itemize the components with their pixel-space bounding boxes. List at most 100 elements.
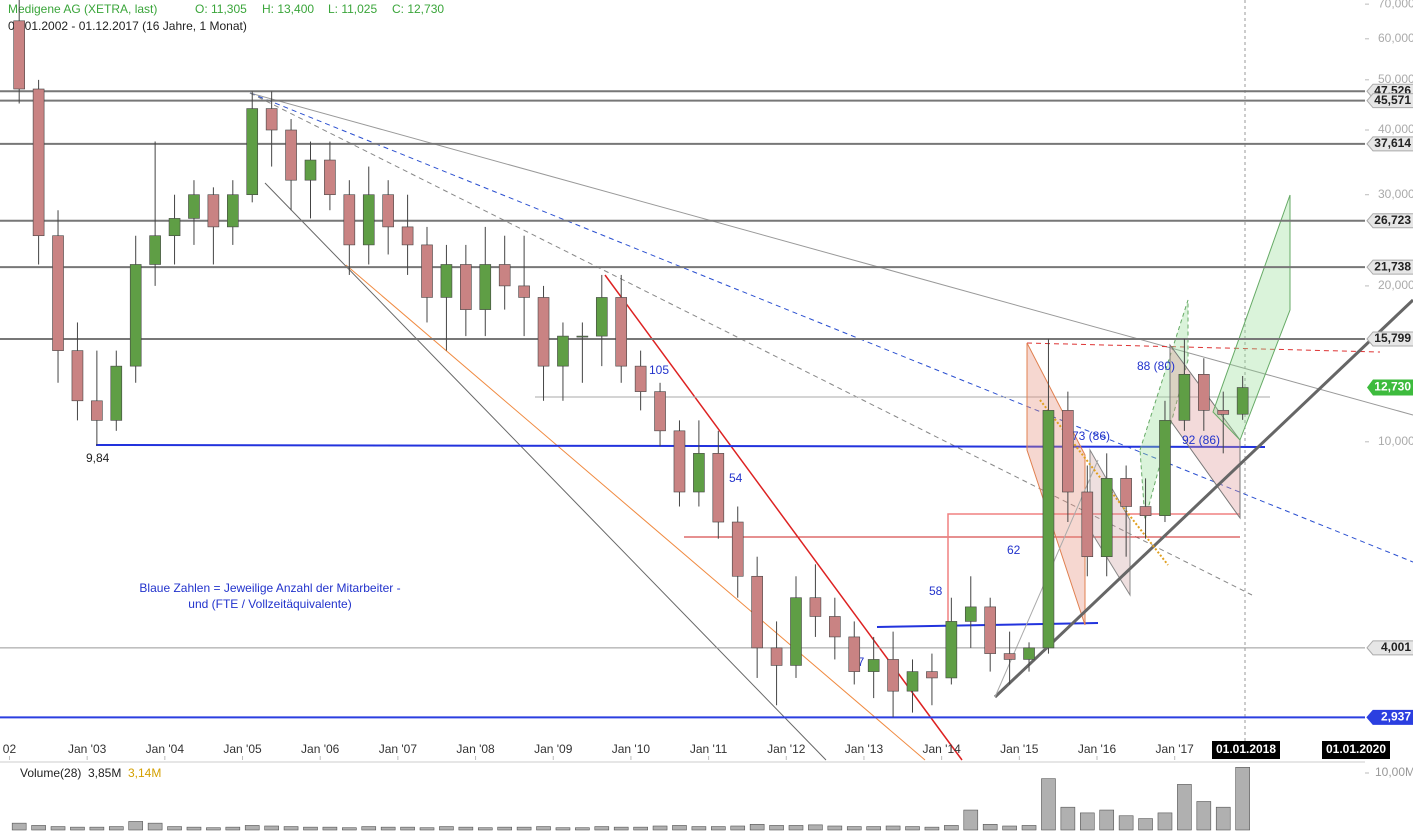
candle-body <box>1100 478 1113 558</box>
annotation: 58 <box>929 584 943 598</box>
volume-bar <box>516 826 532 831</box>
candle-body <box>168 218 181 237</box>
chart-subtitle: 01.01.2002 - 01.12.2017 (16 Jahre, 1 Mon… <box>8 19 247 33</box>
ohlc-label: L: 11,025 <box>328 2 377 16</box>
candle-body <box>654 391 666 432</box>
volume-bar <box>458 826 474 831</box>
candle-body <box>770 647 783 666</box>
y-tick-label: 60,000 <box>1378 31 1413 45</box>
volume-bar <box>963 809 979 831</box>
candle-body <box>479 264 492 310</box>
level-label: 2,937 <box>1381 710 1411 724</box>
y-tick-label: 20,000 <box>1378 278 1413 292</box>
last-price-label: 12,730 <box>1374 380 1411 394</box>
x-tick-label: Jan '16 <box>1078 742 1117 756</box>
volume-bar <box>322 826 338 831</box>
candle-body <box>149 235 161 265</box>
candle-body <box>576 335 589 338</box>
channel <box>1212 194 1291 441</box>
annotations: 105 54 58 47 62 73 (86) 88 (80) 92 (86) … <box>86 359 1220 669</box>
candle-body <box>498 264 511 287</box>
level-label-box <box>1366 640 1413 656</box>
volume-bar <box>497 826 512 831</box>
level-label: 26,723 <box>1374 213 1411 227</box>
volume-bar <box>264 825 279 831</box>
volume-bar <box>1138 818 1153 831</box>
candle-body <box>1139 506 1152 516</box>
x-tick-label: Jan '14 <box>922 742 961 756</box>
x-tick-label: Jan '05 <box>223 742 262 756</box>
date-marker-box <box>1212 741 1280 759</box>
volume-bar <box>1118 815 1134 831</box>
trend-line <box>264 182 827 761</box>
candle-body <box>557 335 569 367</box>
volume-bar <box>70 826 85 831</box>
volume-bar <box>769 825 784 831</box>
candle-body <box>1023 647 1035 660</box>
level-label: 45,571 <box>1374 93 1411 107</box>
y-tick-label: 50,000 <box>1378 72 1413 86</box>
volume-bar <box>730 825 746 831</box>
volume-bar <box>594 826 610 831</box>
level-label-box <box>1366 259 1413 275</box>
trend-line <box>1026 342 1381 353</box>
candle-body <box>634 365 647 392</box>
candle-body <box>537 297 550 367</box>
volume-bar <box>536 826 551 831</box>
candle-body <box>265 108 278 131</box>
volume-bar <box>633 826 648 831</box>
candle-body <box>906 671 919 692</box>
x-tick-label: Jan '17 <box>1156 742 1195 756</box>
volume-bar <box>361 826 377 831</box>
annotation: 54 <box>729 471 743 485</box>
volume-bar <box>439 826 454 831</box>
volume-bar <box>186 826 202 831</box>
volume-bar <box>380 826 396 831</box>
candle-body <box>1042 410 1055 649</box>
candle-body <box>421 244 433 298</box>
candle-body <box>227 194 239 228</box>
volume-stat: 3,14M <box>128 766 161 780</box>
candle-body <box>1159 420 1171 516</box>
date-marker: 01.01.2018 <box>1216 742 1276 756</box>
y-tick-label: 10,000 <box>1378 434 1413 448</box>
volume-bar <box>827 825 843 831</box>
volume-bar <box>575 827 590 831</box>
candle-body <box>304 159 317 181</box>
volume-bar <box>225 826 241 831</box>
level-label: 21,738 <box>1374 259 1411 273</box>
candle-body <box>887 659 899 692</box>
candle-body <box>207 194 220 228</box>
candle-body <box>1198 374 1210 411</box>
volume-bar <box>555 827 571 831</box>
volume-bar <box>944 825 959 831</box>
volume-bar <box>711 826 726 831</box>
annotation: 62 <box>1007 543 1021 557</box>
volume-bar <box>419 827 435 831</box>
candle-body <box>129 264 142 367</box>
volume-bar <box>749 823 765 831</box>
candle-body <box>790 597 802 666</box>
candle-body <box>693 453 705 493</box>
candle-body <box>615 297 628 367</box>
level-label: 15,799 <box>1374 331 1411 345</box>
volume-bar <box>866 826 881 831</box>
volume-bar <box>982 823 998 831</box>
candle-body <box>1120 478 1132 507</box>
volume-bar <box>303 826 318 831</box>
volume-bar <box>1215 806 1231 831</box>
annotation: und (FTE / Vollzeitäquivalente) <box>188 597 351 611</box>
candle-body <box>926 671 938 679</box>
candle-body <box>809 597 822 617</box>
x-tick-label: Jan '11 <box>690 742 728 756</box>
volume-bar <box>50 826 66 831</box>
channel <box>1026 342 1086 626</box>
candle-body <box>324 159 336 196</box>
volume-title: Volume(28) <box>20 766 81 780</box>
x-tick-label: Jan '10 <box>612 742 651 756</box>
candle-body <box>712 453 725 523</box>
level-label-box <box>1366 136 1413 152</box>
volume-bar <box>924 826 940 831</box>
volume-bar <box>283 826 299 831</box>
volume-bar <box>167 826 182 831</box>
